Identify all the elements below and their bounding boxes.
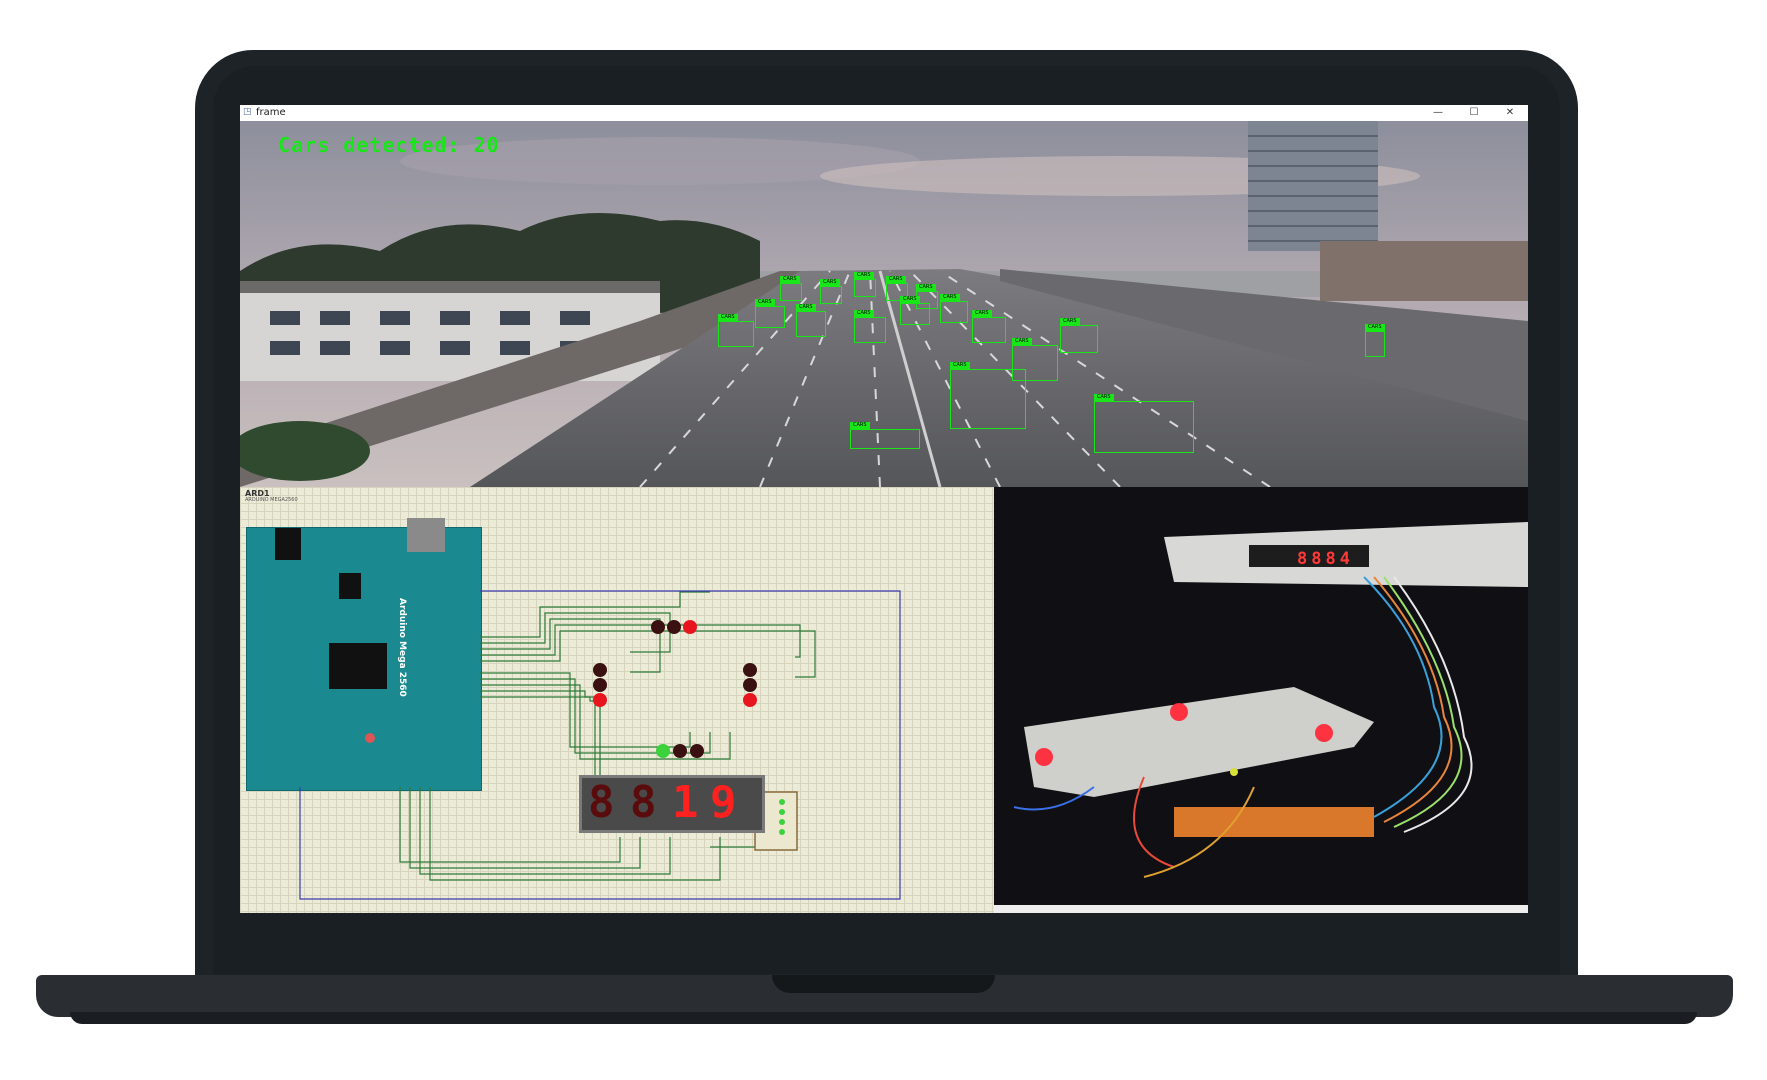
car-box-label: CARS xyxy=(854,272,874,279)
lane-lines xyxy=(639,270,1271,487)
car-box-label: CARS xyxy=(1012,338,1032,345)
proteus-schematic: ARD1 ARDUINO MEGA2560 Arduino Mega 2560 xyxy=(240,487,994,913)
car-box-label: CARS xyxy=(854,310,874,317)
car-box-label: CARS xyxy=(1365,324,1385,331)
segment-digit-3: 1 xyxy=(672,777,699,828)
small-chip xyxy=(339,573,361,599)
median xyxy=(878,270,942,487)
car-box-label: CARS xyxy=(900,296,920,303)
close-button[interactable]: ✕ xyxy=(1505,107,1515,118)
car-detection-box: CARS xyxy=(854,272,876,297)
car-detection-box: CARS xyxy=(796,304,826,337)
car-detection-box: CARS xyxy=(950,362,1026,429)
breadboard-main xyxy=(1024,687,1374,797)
arduino-clone-board xyxy=(1174,807,1374,837)
car-box-label: CARS xyxy=(1094,394,1114,401)
microcontroller-chip xyxy=(329,643,387,689)
window-titlebar[interactable]: ◳ frame — ☐ ✕ xyxy=(240,105,1528,122)
car-box-label: CARS xyxy=(718,314,738,321)
bushes xyxy=(240,421,370,481)
connector-pins xyxy=(779,799,785,835)
led-yellow xyxy=(1230,768,1238,776)
power-jack xyxy=(275,528,301,560)
freeway xyxy=(470,269,1528,487)
led-red xyxy=(1315,724,1333,742)
screen: ◳ frame — ☐ ✕ xyxy=(240,105,1528,913)
car-detection-box: CARS xyxy=(1012,338,1058,381)
segment-digit-2: 8 xyxy=(630,777,657,828)
usb-port xyxy=(407,518,445,552)
traffic-light-south xyxy=(656,744,704,758)
power-rail xyxy=(299,590,901,900)
car-detection-box: CARS xyxy=(940,294,968,323)
car-box-label: CARS xyxy=(780,276,800,283)
car-detection-box: CARS xyxy=(972,310,1006,343)
car-box-label: CARS xyxy=(972,310,992,317)
car-box-label: CARS xyxy=(950,362,970,369)
component-sub: ARDUINO MEGA2560 xyxy=(245,497,298,503)
seven-segment-module xyxy=(1249,545,1369,567)
car-detection-box: CARS xyxy=(1094,394,1194,453)
car-box-label: CARS xyxy=(820,279,840,286)
apartment-roof xyxy=(240,281,660,293)
maximize-button[interactable]: ☐ xyxy=(1469,107,1479,118)
seven-segment-display: 8 8 1 9 xyxy=(579,775,765,833)
sound-wall xyxy=(240,271,800,487)
traffic-light-west xyxy=(593,663,607,707)
car-box-label: CARS xyxy=(916,284,936,291)
car-box-label: CARS xyxy=(796,304,816,311)
traffic-video-frame: CARS CARS CARS CARS CARS CARS CARS CARS CARS CARS… xyxy=(240,121,1528,487)
led-red xyxy=(1035,748,1053,766)
low-buildings xyxy=(1320,241,1528,301)
laptop-notch xyxy=(772,975,995,993)
car-detection-box: CARS xyxy=(900,296,930,325)
car-box-label: CARS xyxy=(940,294,960,301)
component-id: ARD1 xyxy=(245,489,270,498)
hardware-photo: 8884 xyxy=(994,487,1528,913)
window-title: frame xyxy=(256,107,286,118)
cars-detected-counter: Cars detected: 20 xyxy=(278,133,500,157)
photo-bottom-strip xyxy=(994,905,1528,913)
office-tower xyxy=(1248,121,1378,251)
wire-bundle xyxy=(399,591,816,881)
cloud xyxy=(400,137,920,185)
car-detection-box: CARS xyxy=(780,276,802,301)
car-box-label: CARS xyxy=(755,299,775,306)
photo-seven-segment-readout: 8884 xyxy=(1297,549,1354,569)
minimize-button[interactable]: — xyxy=(1433,107,1443,118)
led-red xyxy=(1170,703,1188,721)
highway-scene xyxy=(240,121,1528,487)
reset-button xyxy=(365,733,375,743)
breadboard-scene xyxy=(994,487,1528,913)
apartment-windows xyxy=(270,311,590,355)
opposite-lanes xyxy=(1000,269,1528,421)
segment-digit-4: 9 xyxy=(710,777,737,828)
circuit-wires xyxy=(299,590,901,900)
car-box-label: CARS xyxy=(1060,318,1080,325)
segment-digit-1: 8 xyxy=(588,777,615,828)
car-detection-box: CARS xyxy=(718,314,754,347)
traffic-light-east xyxy=(743,663,757,707)
car-detection-box: CARS xyxy=(854,310,886,343)
car-box-label: CARS xyxy=(886,276,906,283)
app-icon: ◳ xyxy=(243,107,252,117)
car-detection-box: CARS xyxy=(886,276,908,301)
arduino-board: Arduino Mega 2560 xyxy=(246,518,482,791)
car-detection-box: CARS xyxy=(850,422,920,449)
car-detection-box: CARS xyxy=(1060,318,1098,353)
car-detection-box: CARS xyxy=(820,279,842,304)
laptop-base-edge xyxy=(70,1012,1697,1024)
car-detection-box: CARS xyxy=(755,299,785,328)
jumper-wires xyxy=(1013,576,1473,878)
traffic-light-north xyxy=(651,620,697,634)
car-box-label: CARS xyxy=(850,422,870,429)
car-detection-box: CARS xyxy=(1365,324,1385,357)
